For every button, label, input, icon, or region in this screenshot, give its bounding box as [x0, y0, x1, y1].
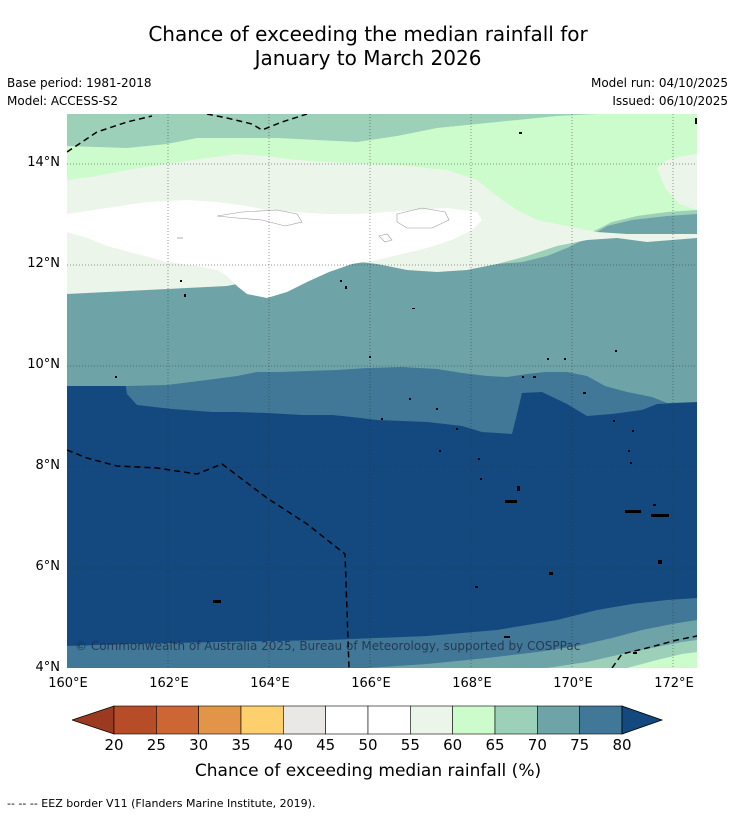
lon-label-170: 170°E [553, 676, 593, 691]
model-run: Model run: 04/10/2025 [590, 76, 728, 90]
lat-label-4: 4°N [35, 660, 61, 675]
colorbar-tick-label: 40 [273, 736, 293, 754]
lon-label-172: 172°E [654, 676, 694, 691]
colorbar-tick-label: 55 [400, 736, 420, 754]
title-line-2: January to March 2026 [254, 46, 482, 70]
colorbar-cell [452, 705, 496, 735]
lon-label-168: 168°E [452, 676, 492, 691]
band-south-75-80 [67, 598, 697, 668]
gridlines [67, 114, 697, 668]
colorbar-tick-label: 75 [570, 736, 590, 754]
colorbar-tick-label: 20 [104, 736, 124, 754]
colorbar-tick-label: 60 [443, 736, 463, 754]
band-south-60-65 [627, 652, 697, 668]
colorbar-cell [198, 705, 242, 735]
colorbar-cell [367, 705, 411, 735]
inner-contour-2 [396, 207, 450, 229]
map-panel: © Commonwealth of Australia 2025, Bureau… [67, 114, 697, 668]
chart-title: Chance of exceeding the median rainfall … [0, 22, 736, 70]
colorbar-tick-label: 65 [485, 736, 505, 754]
colorbar-tick-label: 50 [358, 736, 378, 754]
colorbar-cell [283, 705, 326, 735]
title-line-1: Chance of exceeding the median rainfall … [148, 22, 588, 46]
lat-label-6: 6°N [35, 559, 61, 574]
colorbar-cells [113, 705, 623, 735]
colorbar-over-triangle [621, 705, 664, 735]
lon-label-160: 160°E [48, 676, 88, 691]
colorbar-cell [240, 705, 284, 735]
islands [115, 118, 697, 654]
colorbar-cell [113, 705, 157, 735]
colorbar-tick-label: 45 [316, 736, 336, 754]
lon-label-166: 166°E [351, 676, 391, 691]
colorbar-cell [410, 705, 453, 735]
colorbar-label: Chance of exceeding median rainfall (%) [194, 761, 542, 781]
inner-contour-1 [216, 209, 303, 227]
eez-border [67, 114, 697, 668]
band-45-55 [67, 200, 482, 298]
colorbar-tick-label: 25 [146, 736, 166, 754]
pocket-80 [525, 450, 579, 472]
colorbar-cell [579, 705, 623, 735]
lat-label-10: 10°N [27, 357, 60, 372]
model-name: Model: ACCESS-S2 [7, 94, 119, 108]
eez-footer-note: -- -- -- EEZ border V11 (Flanders Marine… [7, 797, 316, 810]
inner-contour-3 [378, 233, 393, 243]
colorbar-tick-label: 80 [612, 736, 632, 754]
colorbar-under-triangle [72, 705, 115, 735]
lon-label-164: 164°E [250, 676, 290, 691]
lat-label-14: 14°N [27, 155, 60, 170]
colorbar [72, 705, 664, 735]
colorbar-cell [494, 705, 538, 735]
lon-label-162: 162°E [149, 676, 189, 691]
lat-label-8: 8°N [35, 458, 61, 473]
meta-left: Base period: 1981-2018 Model: ACCESS-S2 [7, 74, 152, 110]
colorbar-cell [156, 705, 199, 735]
colorbar-tick-label: 70 [527, 736, 547, 754]
meta-right: Model run: 04/10/2025 Issued: 06/10/2025 [591, 74, 728, 110]
lat-label-12: 12°N [27, 256, 60, 271]
colorbar-cell [325, 705, 369, 735]
issued-date: Issued: 06/10/2025 [612, 94, 728, 108]
colorbar-tick-label: 30 [189, 736, 209, 754]
colorbar-cell [537, 705, 580, 735]
base-period: Base period: 1981-2018 [7, 76, 152, 90]
copyright-notice: © Commonwealth of Australia 2025, Bureau… [75, 639, 581, 653]
map-svg [67, 114, 697, 668]
colorbar-tick-label: 35 [231, 736, 251, 754]
